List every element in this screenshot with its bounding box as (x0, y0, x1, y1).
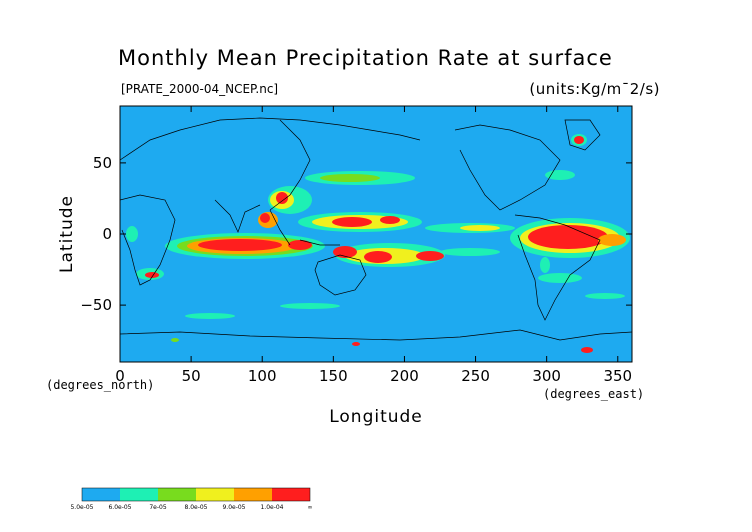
x-unit-note: (degrees_east) (543, 387, 644, 401)
precip-region (581, 347, 593, 353)
x-tick-label: 0 (115, 367, 125, 385)
coastlines (120, 117, 632, 341)
colorbar-swatch (272, 488, 310, 501)
precip-region (185, 313, 235, 319)
precip-region (352, 342, 360, 346)
precip-region (276, 192, 288, 204)
precip-region (380, 216, 400, 224)
precip-region (288, 240, 312, 250)
precip-region (460, 225, 500, 231)
colorbar-frame (81, 487, 311, 502)
precip-region (260, 213, 270, 223)
axis-ticks: 0 50 100 150 200 250 300 350 50 0 −50 (80, 106, 632, 385)
precip-region (598, 234, 626, 246)
colorbar: 5.0e-05 6.0e-05 7e-05 8.0e-05 9.0e-05 1.0e-04… (70, 487, 313, 511)
precip-region (574, 136, 584, 144)
x-tick-label: 100 (248, 367, 277, 385)
x-tick-label: 50 (182, 367, 201, 385)
precip-region (440, 248, 500, 256)
precip-region (545, 170, 575, 180)
y-axis-title: Latitude (57, 195, 77, 273)
x-tick-label: 150 (319, 367, 348, 385)
precip-region (585, 293, 625, 299)
y-tick-label: −50 (80, 296, 112, 314)
chart-title: Monthly Mean Precipitation Rate at surfa… (118, 46, 613, 70)
colorbar-swatch (196, 488, 234, 501)
precip-field (120, 117, 632, 353)
x-tick-label: 350 (603, 367, 632, 385)
colorbar-label: ∞ (308, 504, 313, 511)
precip-region (320, 174, 380, 182)
colorbar-swatch (158, 488, 196, 501)
colorbar-label: 5.0e-05 (70, 504, 93, 511)
precip-region (145, 272, 159, 278)
precip-region (538, 273, 582, 283)
colorbar-label: 9.0e-05 (222, 504, 245, 511)
y-tick-label: 0 (102, 225, 112, 243)
precip-region (126, 226, 138, 242)
units-label: (units:Kg/m¯2/s) (529, 80, 660, 98)
colorbar-label: 8.0e-05 (184, 504, 207, 511)
precip-region (198, 239, 282, 251)
x-tick-label: 200 (390, 367, 419, 385)
precip-region (364, 251, 392, 263)
precip-region (171, 338, 179, 342)
x-axis-title: Longitude (329, 407, 423, 427)
precip-region (528, 225, 608, 249)
precip-region (416, 251, 444, 261)
colorbar-label: 1.0e-04 (260, 504, 283, 511)
precip-region (280, 303, 340, 309)
precip-region (332, 217, 372, 227)
x-tick-label: 250 (461, 367, 490, 385)
colorbar-label: 7e-05 (149, 504, 166, 511)
colorbar-label: 6.0e-05 (108, 504, 131, 511)
file-label: [PRATE_2000-04_NCEP.nc] (121, 82, 279, 96)
y-unit-note: (degrees_north) (46, 378, 154, 392)
colorbar-swatch (120, 488, 158, 501)
precip-region (540, 257, 550, 273)
colorbar-swatch (82, 488, 120, 501)
colorbar-swatch (234, 488, 272, 501)
y-tick-label: 50 (93, 154, 112, 172)
x-tick-label: 300 (532, 367, 561, 385)
